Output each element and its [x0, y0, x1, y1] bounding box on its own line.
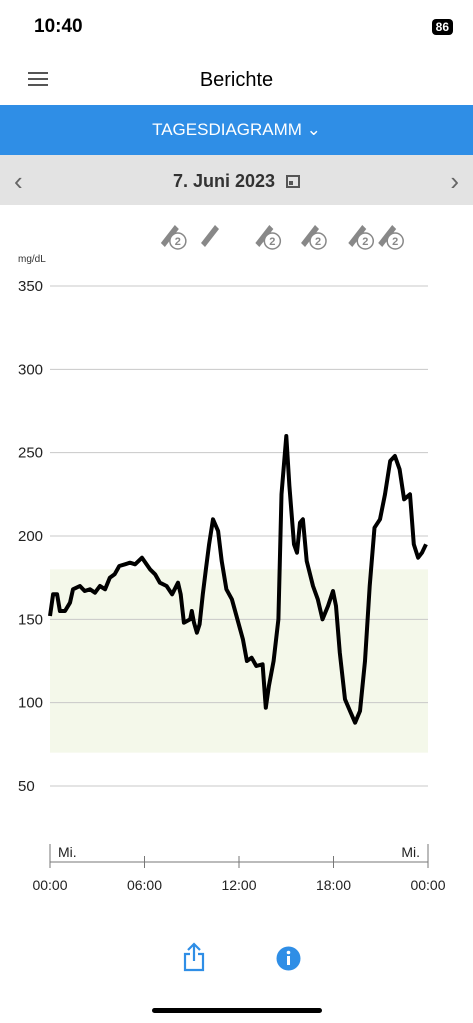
- event-badge: [386, 232, 404, 250]
- y-tick-label: 100: [18, 695, 43, 712]
- event-count: 2: [269, 236, 275, 248]
- y-tick-label: 50: [18, 778, 35, 795]
- tab-label: TAGESDIAGRAMM: [152, 120, 302, 139]
- y-tick-label: 250: [18, 445, 43, 462]
- event-count: 2: [392, 236, 398, 248]
- y-tick-label: 200: [18, 528, 43, 545]
- header-title: Berichte: [199, 69, 274, 91]
- status-time: 10:40: [34, 16, 83, 37]
- day-label: Mi.: [58, 844, 77, 860]
- event-icon: [201, 225, 220, 247]
- event-count: 2: [362, 236, 368, 248]
- tab-selector[interactable]: TAGESDIAGRAMM ⌄: [0, 105, 473, 155]
- next-day[interactable]: ›: [450, 166, 459, 196]
- event-badge: [356, 232, 375, 250]
- x-tick-label: 00:00: [32, 877, 67, 893]
- x-tick-label: 12:00: [221, 877, 256, 893]
- event-badge: [263, 232, 282, 250]
- y-tick-label: 150: [18, 611, 43, 628]
- event-icon: [348, 225, 367, 247]
- home-indicator: [152, 1008, 322, 1013]
- event-icon: [255, 225, 274, 247]
- date-label: 7. Juni 2023: [172, 171, 276, 191]
- event-icon: [160, 225, 179, 247]
- event-icon: [301, 225, 320, 247]
- x-tick-label: 00:00: [410, 877, 445, 893]
- day-label: Mi.: [401, 844, 420, 860]
- event-count: 2: [175, 236, 181, 248]
- share-button[interactable]: [182, 942, 206, 972]
- calendar-icon[interactable]: [286, 174, 301, 188]
- chart: mg/dL 50 100 150 200 250 300 350 00:00 06:00 12:00…: [18, 225, 446, 893]
- battery: 86: [431, 19, 453, 35]
- x-tick-label: 18:00: [316, 877, 351, 893]
- event-count: 2: [315, 236, 321, 248]
- glucose-line: [48, 434, 428, 725]
- target-range: [50, 569, 428, 753]
- y-tick-label: 350: [18, 278, 43, 295]
- x-tick-label: 06:00: [127, 877, 162, 893]
- menu-button[interactable]: [28, 72, 48, 86]
- event-badge: [169, 232, 187, 250]
- y-tick-label: 300: [18, 361, 43, 378]
- prev-day[interactable]: ‹: [14, 166, 23, 196]
- date-bar: ‹ 7. Juni 2023 ›: [0, 155, 473, 205]
- y-unit: mg/dL: [18, 254, 46, 265]
- event-badge: [309, 232, 327, 250]
- event-icon: [378, 225, 397, 247]
- info-button[interactable]: [276, 946, 301, 971]
